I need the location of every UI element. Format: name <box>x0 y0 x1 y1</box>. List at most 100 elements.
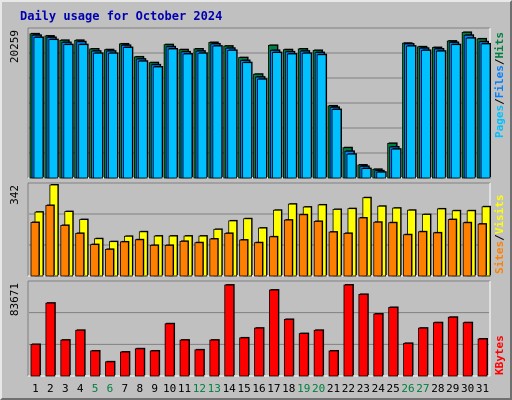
legend-separator: / <box>493 58 506 65</box>
pages-bar <box>93 52 103 179</box>
legend-separator: / <box>493 98 506 105</box>
sites-bar <box>447 219 457 277</box>
day-label: 24 <box>372 382 386 395</box>
pages-bar <box>376 171 387 179</box>
day-label: 1 <box>32 382 39 395</box>
kbytes-bar <box>447 316 458 377</box>
hits-panel <box>27 27 491 179</box>
sites-bar <box>418 231 427 277</box>
kbytes-bar <box>403 342 413 377</box>
kbytes-bar <box>224 284 235 377</box>
kbytes-bar <box>120 351 130 377</box>
kbytes-bar <box>45 302 56 377</box>
kbytes-bar <box>462 322 473 377</box>
pages-bar <box>137 60 148 179</box>
kbytes-bar <box>105 361 115 377</box>
kbytes-bar <box>30 344 41 377</box>
bottom-legend: KBytes <box>493 335 506 375</box>
day-label: 18 <box>282 382 295 395</box>
day-label: 5 <box>92 382 99 395</box>
top-legend: Pages/Files/Hits <box>493 32 506 138</box>
pages-bar <box>421 50 431 179</box>
sites-bar <box>477 223 487 277</box>
kbytes-bar <box>388 307 398 377</box>
pages-bar <box>197 52 208 179</box>
kbytes-bar <box>164 323 175 377</box>
pages-bar <box>406 45 416 179</box>
day-label: 13 <box>208 382 221 395</box>
kbytes-bar <box>90 350 100 377</box>
sites-bar <box>328 231 338 277</box>
sites-bar <box>90 244 99 277</box>
day-label: 20 <box>312 382 325 395</box>
pages-bar <box>167 48 178 179</box>
sites-bar <box>134 239 144 277</box>
legend-pages: Pages <box>493 105 506 138</box>
sites-bar <box>254 242 263 277</box>
sites-bar <box>432 232 442 277</box>
sites-bar <box>403 234 412 277</box>
sites-bar <box>45 205 55 277</box>
sites-bar <box>75 233 85 277</box>
pages-bar <box>242 62 252 179</box>
day-label: 22 <box>342 382 355 395</box>
pages-bar <box>361 168 372 179</box>
kbytes-bar <box>313 329 324 377</box>
sites-bar <box>149 245 159 277</box>
chart-title: Daily usage for October 2024 <box>20 9 223 23</box>
sites-bar <box>388 222 397 277</box>
kbytes-bar <box>343 284 354 377</box>
day-label: 23 <box>357 382 370 395</box>
day-label: 29 <box>446 382 459 395</box>
sites-bar <box>105 248 114 277</box>
pages-bar <box>227 50 238 179</box>
legend-sites: Sites <box>493 241 506 274</box>
kbytes-max-label: 83671 <box>8 283 21 316</box>
day-label: 15 <box>237 382 250 395</box>
kbytes-bar <box>298 333 309 377</box>
kbytes-bar <box>60 339 71 377</box>
sites-bar <box>269 236 278 277</box>
sites-bar <box>164 245 174 277</box>
kbytes-bar <box>358 294 369 377</box>
sites-bar <box>120 241 129 277</box>
pages-bar <box>152 66 163 179</box>
pages-bar <box>78 44 89 179</box>
kbytes-bar <box>75 329 86 377</box>
sites-bar <box>462 222 472 277</box>
kbytes-panel <box>27 280 491 377</box>
day-label: 17 <box>267 382 280 395</box>
pages-bar <box>450 44 461 179</box>
pages-bar <box>480 43 491 179</box>
kbytes-bar <box>477 338 488 377</box>
pages-bar <box>435 50 446 179</box>
sites-bar <box>30 222 40 277</box>
day-label: 26 <box>401 382 414 395</box>
kbytes-bar <box>194 349 205 377</box>
sites-bar <box>194 242 204 277</box>
day-label: 16 <box>252 382 265 395</box>
sites-bar <box>343 233 353 277</box>
kbytes-bar <box>418 327 428 377</box>
kbytes-bar <box>179 339 190 377</box>
kbytes-bar <box>283 319 294 377</box>
day-label: 10 <box>163 382 176 395</box>
legend-separator: / <box>493 234 506 241</box>
kbytes-bar <box>373 313 384 377</box>
day-label: 30 <box>461 382 474 395</box>
pages-bar <box>48 39 59 179</box>
pages-bar <box>182 53 193 179</box>
day-label: 11 <box>178 382 191 395</box>
sites-bar <box>60 225 70 277</box>
sites-bar <box>224 233 234 277</box>
pages-bar <box>63 44 74 179</box>
day-label: 19 <box>297 382 310 395</box>
pages-bar <box>33 37 44 179</box>
visits-max-label: 342 <box>8 185 21 205</box>
pages-bar <box>257 78 267 179</box>
day-label: 31 <box>476 382 489 395</box>
kbytes-bar <box>209 339 220 377</box>
x-axis-labels: 1 2 3 4 5 6 7 8 9 10 11 12 13 14 15 16 17 18 19 20 21 22 23 24 2… <box>32 382 489 395</box>
